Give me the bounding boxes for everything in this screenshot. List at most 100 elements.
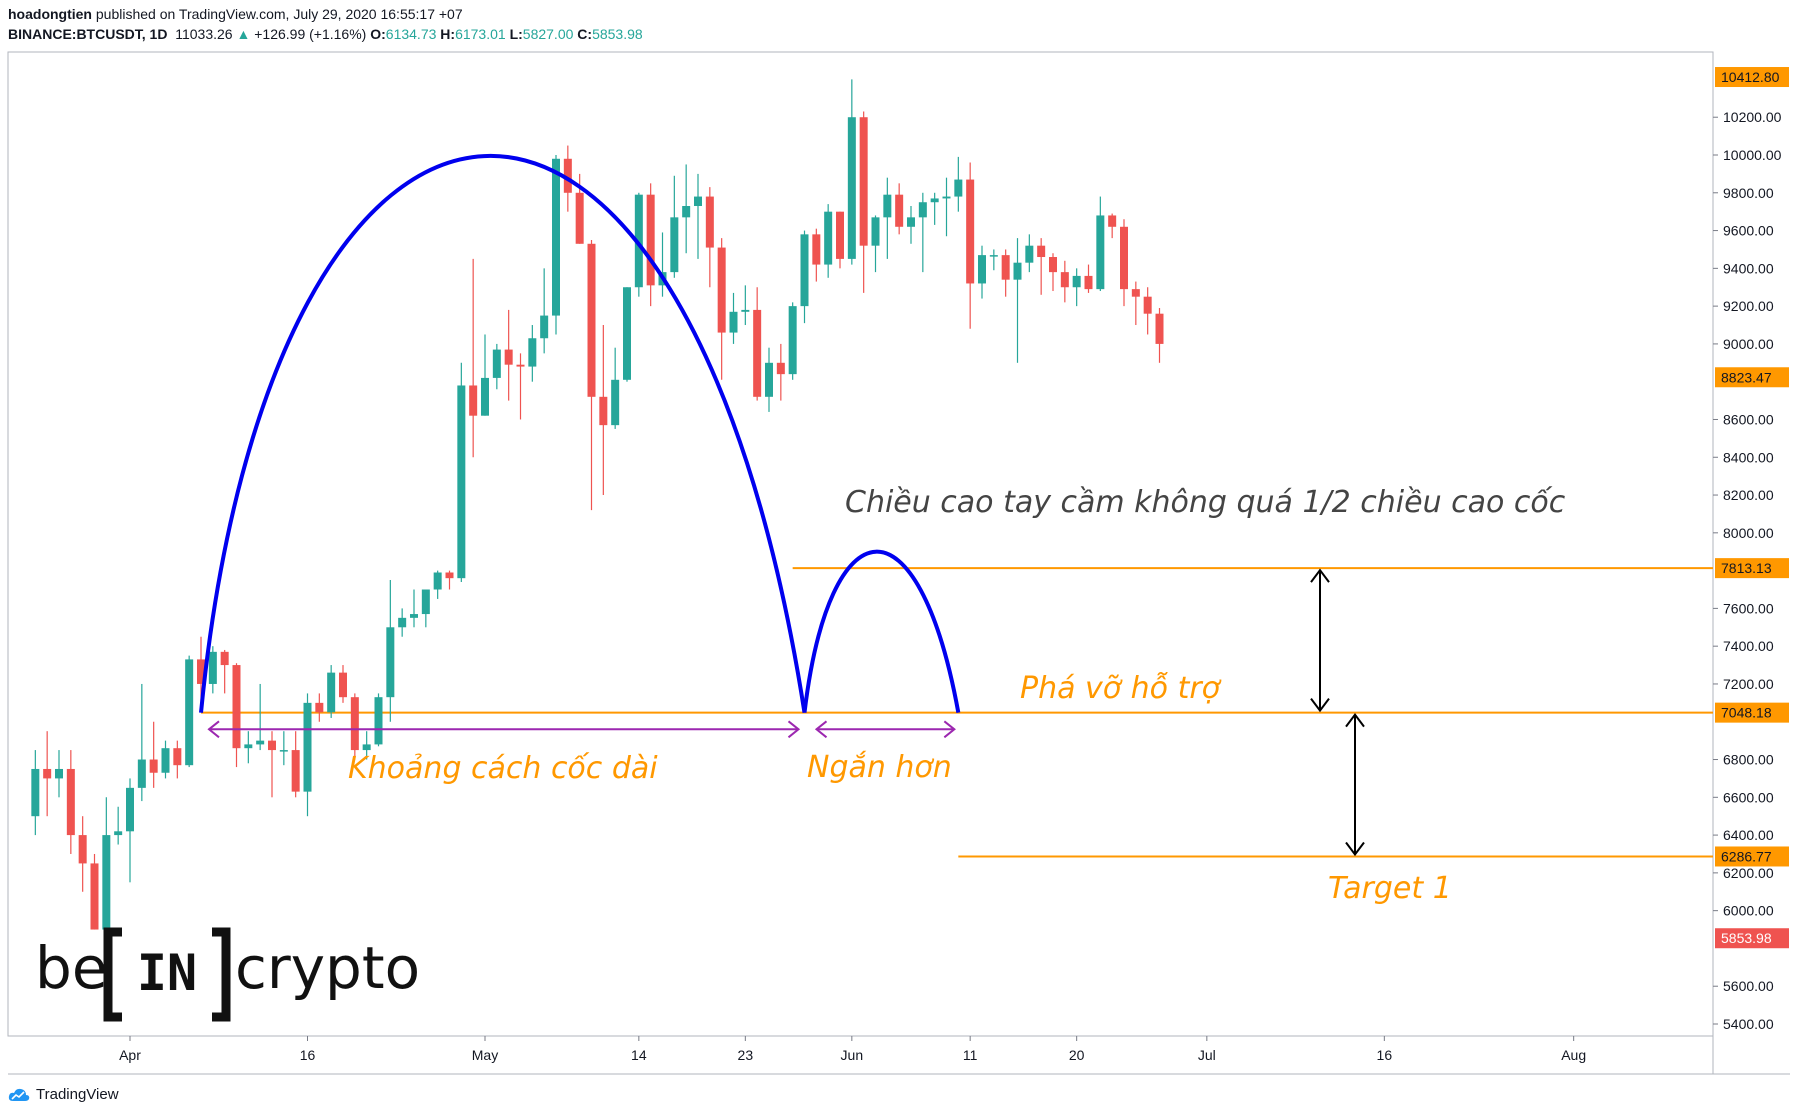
candle-body [741,309,750,312]
y-tick-label: 6000.00 [1723,903,1774,919]
price-label-text: 5853.98 [1721,930,1772,946]
candle-body [481,377,489,416]
cup-width-label: Khoảng cách cốc dài [348,751,658,786]
last-price: 11033.26 [175,26,233,42]
y-tick-label: 7600.00 [1723,600,1774,616]
x-tick-label: Jul [1198,1047,1216,1063]
candle-body [197,659,205,684]
publish-info: published on TradingView.com, July 29, 2… [95,6,463,22]
candle-body [1049,257,1057,273]
candle-body [847,117,856,259]
tradingview-footer[interactable]: TradingView [8,1086,119,1103]
candle-body [327,672,336,713]
candle-body [457,385,466,579]
candle-body [55,768,63,779]
candle-body [859,117,868,246]
candle-body [31,768,40,817]
candle-body [563,158,572,193]
y-tick-label: 7200.00 [1723,676,1774,692]
change-up-icon: ▲ [236,26,251,42]
y-tick-label: 5600.00 [1723,978,1774,994]
y-tick-label: 10000.00 [1723,147,1782,163]
x-tick-label: 16 [1377,1047,1393,1063]
candle-body [137,759,146,788]
candle-body [102,835,111,930]
y-tick-label: 6400.00 [1723,827,1774,843]
target-label: Target 1 [1328,871,1452,906]
author-name[interactable]: hoadongtien [8,6,92,22]
candle-body [350,697,359,751]
candle-body [954,179,963,197]
tradingview-cloud-icon [8,1088,30,1101]
candle-body [552,158,560,316]
y-tick-label: 6800.00 [1723,752,1774,768]
price-label-text: 7048.18 [1721,705,1772,721]
candle-body [1013,262,1022,280]
handle-height-arrow-head-bottom [1310,698,1330,713]
candle-body [410,614,418,618]
candle-body [729,311,738,333]
candle-body [374,697,383,745]
y-tick-label: 6200.00 [1723,865,1774,881]
target-height-arrow-head-top [1345,712,1365,728]
candle-body [776,362,785,375]
candle-body [670,217,679,273]
watermark-bracket-right [212,927,231,1022]
candle-body [433,572,442,590]
candle-body [291,750,300,792]
candle-body [528,338,537,367]
breakout-label: Phá vỡ hỗ trợ [1020,671,1222,706]
candle-body [1143,296,1152,314]
x-tick-label: 23 [738,1047,754,1063]
cup-width-arrow-head-right [787,720,801,739]
candle-body [918,202,927,218]
candle-body [398,617,407,628]
candle-body [1120,226,1128,290]
candle-body [1037,245,1046,258]
price-change: +126.99 (+1.16%) [254,26,367,42]
candle-body [492,349,501,378]
target-height-arrow-head-bottom [1345,841,1365,857]
high-label: H: [440,26,456,42]
candle-body [540,315,549,339]
ohlc-line: BINANCE:BTCUSDT, 1D 11033.26 ▲ +126.99 (… [8,24,643,44]
candle-body [717,247,726,333]
price-label-box [1715,702,1789,723]
candle-body [895,194,904,227]
candle-body [244,744,253,749]
candle-body [279,750,288,752]
candle-body [232,665,241,749]
candle-body [315,702,324,713]
price-label-text: 10412.80 [1721,69,1780,85]
candle-body [611,379,620,426]
cup-arc [199,154,807,713]
candle-body [386,627,395,698]
candle-body [978,255,986,284]
watermark-in: IN [137,944,197,1002]
candle-body [623,287,631,380]
price-label-text: 7813.13 [1721,560,1772,576]
open-value: 6134.73 [385,26,437,42]
close-label: C: [577,26,593,42]
x-tick-label: 11 [963,1047,978,1063]
candle-body [339,672,347,698]
x-tick-label: May [472,1047,498,1063]
candle-body [185,659,194,766]
candle-body [930,198,939,203]
handle-arc [802,549,961,713]
handle-width-arrow-head-right [943,720,956,739]
candle-body [469,385,478,416]
publish-line: hoadongtien published on TradingView.com… [8,4,643,24]
price-label-box [1715,367,1789,388]
candle-body [575,192,584,244]
tradingview-label: TradingView [36,1086,119,1103]
candle-body [78,835,87,864]
candle-body [220,651,229,666]
x-tick-label: Apr [119,1047,141,1063]
candle-body [587,243,596,397]
y-tick-label: 9800.00 [1723,185,1774,201]
candle-body [753,309,762,397]
candle-body [303,702,312,792]
price-label-box [1715,846,1789,867]
